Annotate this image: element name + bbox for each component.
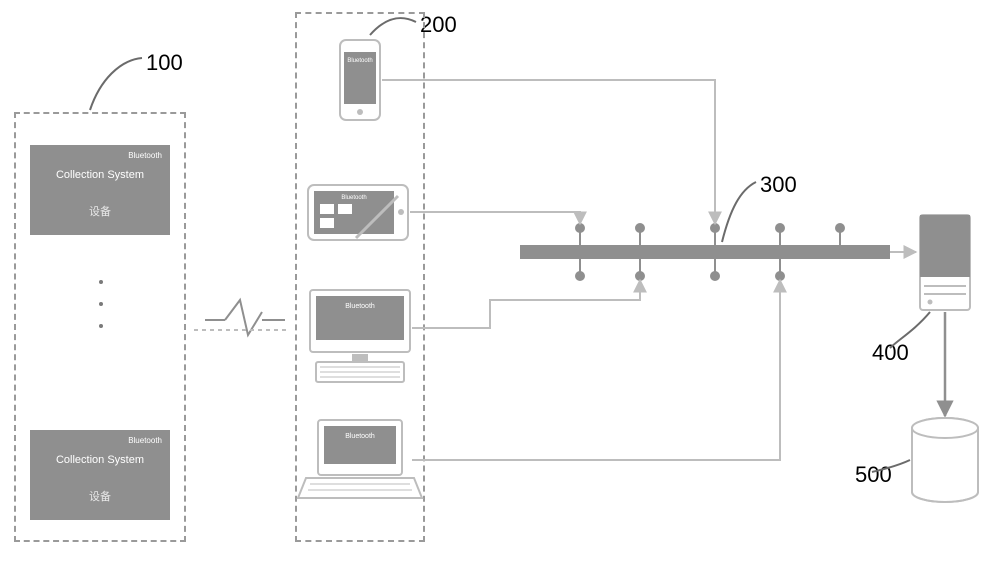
wireless-link-icon (194, 300, 290, 335)
bus-bar (520, 224, 890, 280)
bluetooth-tag: Bluetooth (345, 433, 375, 440)
tablet-icon: Bluetooth (308, 185, 408, 240)
server-icon (920, 215, 970, 310)
smartphone-icon: Bluetooth (340, 40, 380, 120)
diagram-canvas: 100 200 300 400 500 Bluetooth Collection… (0, 0, 1000, 568)
desktop-icon: Bluetooth (310, 290, 410, 382)
connectors (382, 80, 916, 460)
bluetooth-tag: Bluetooth (347, 58, 372, 64)
laptop-icon: Bluetooth (298, 420, 422, 498)
svg-layer: Bluetooth Bluetooth Blue (0, 0, 1000, 568)
bluetooth-tag: Bluetooth (345, 303, 375, 310)
bluetooth-tag: Bluetooth (341, 195, 366, 201)
database-icon (912, 418, 978, 502)
